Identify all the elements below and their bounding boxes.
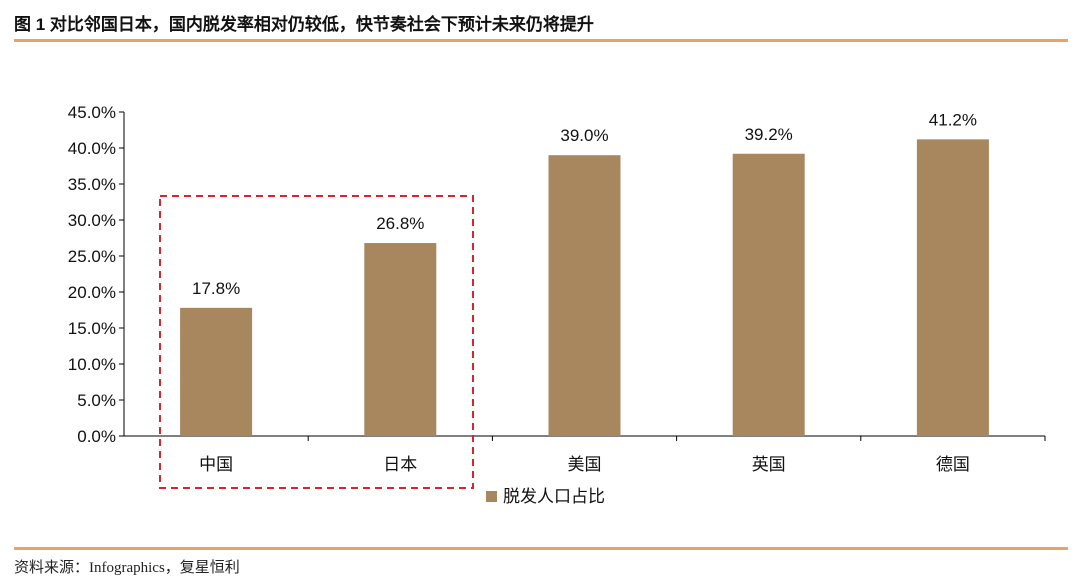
bottom-rule [14, 547, 1068, 550]
y-tick-label: 10.0% [68, 355, 116, 374]
y-tick-label: 40.0% [68, 139, 116, 158]
data-label: 41.2% [929, 110, 977, 129]
data-label: 26.8% [376, 214, 424, 233]
x-tick-label: 美国 [568, 455, 602, 475]
source-note: 资料来源：Infographics，复星恒利 [14, 560, 240, 576]
data-label: 17.8% [192, 279, 240, 298]
y-tick-label: 20.0% [68, 283, 116, 302]
figure-title: 图 1 对比邻国日本，国内脱发率相对仍较低，快节奏社会下预计未来仍将提升 [14, 15, 594, 34]
y-tick-label: 0.0% [77, 427, 116, 446]
bar [364, 243, 437, 436]
x-tick-label: 德国 [936, 455, 970, 475]
y-tick-label: 15.0% [68, 319, 116, 338]
x-tick-label: 日本 [383, 455, 417, 475]
x-tick-label: 中国 [199, 455, 233, 475]
highlight-box [159, 195, 474, 489]
top-rule [14, 39, 1068, 42]
y-tick-label: 35.0% [68, 175, 116, 194]
y-tick-label: 45.0% [68, 103, 116, 122]
bar [180, 307, 253, 436]
data-label: 39.2% [745, 125, 793, 144]
y-tick-label: 5.0% [77, 391, 116, 410]
y-tick-label: 25.0% [68, 247, 116, 266]
data-label: 39.0% [560, 126, 608, 145]
bar [548, 155, 621, 436]
legend-swatch [486, 491, 497, 502]
y-tick-label: 30.0% [68, 211, 116, 230]
bar [732, 153, 805, 436]
bar [916, 139, 989, 437]
x-tick-label: 英国 [752, 455, 786, 475]
legend-label: 脱发人口占比 [503, 487, 605, 507]
